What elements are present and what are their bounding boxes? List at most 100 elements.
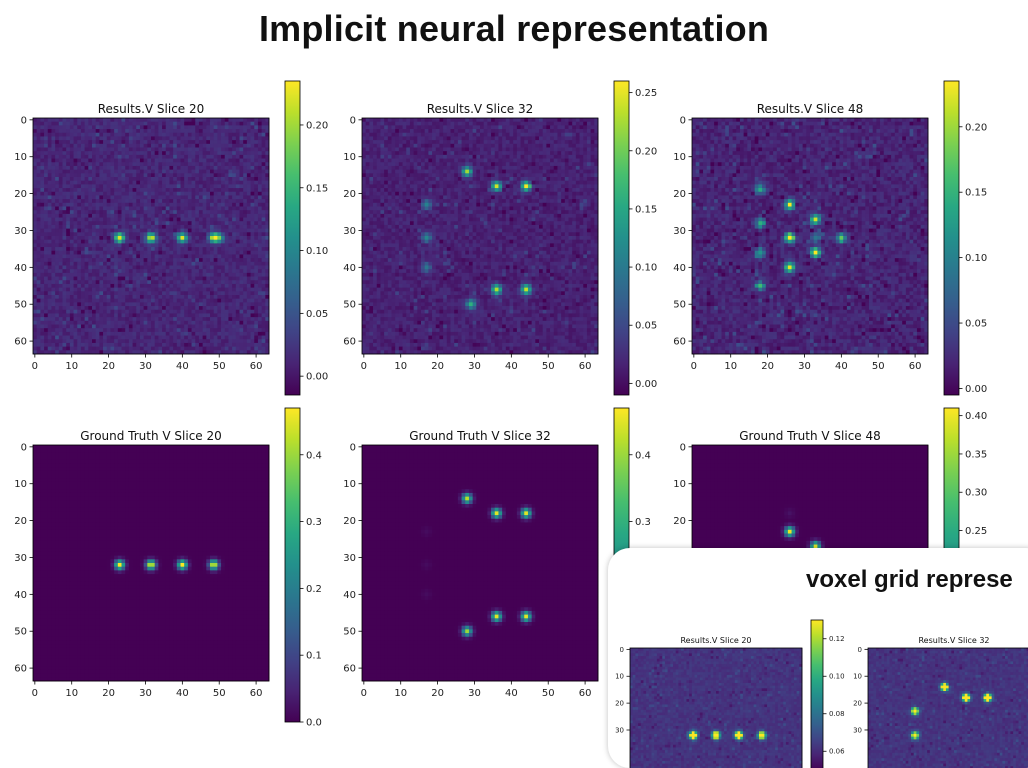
- heatmap-cell: [262, 144, 266, 148]
- heatmap-cell: [240, 184, 244, 188]
- heatmap-cell: [254, 218, 258, 222]
- heatmap-cell: [362, 151, 366, 155]
- heatmap-cell: [184, 328, 188, 332]
- heatmap-cell: [151, 269, 155, 273]
- heatmap-cell: [81, 188, 85, 192]
- heatmap-cell: [228, 254, 232, 258]
- heatmap-cell: [166, 273, 170, 277]
- heatmap-cell: [51, 262, 55, 266]
- heatmap-cell: [225, 277, 229, 281]
- heatmap-cell: [96, 269, 100, 273]
- heatmap-cell: [173, 273, 177, 277]
- heatmap-cell: [96, 262, 100, 266]
- heatmap-cell: [195, 266, 199, 270]
- heatmap-cell: [458, 144, 462, 148]
- heatmap-cell: [33, 273, 37, 277]
- heatmap-cell: [232, 339, 236, 343]
- heatmap-cell: [517, 122, 521, 126]
- heatmap-cell: [55, 151, 59, 155]
- heatmap-cell: [550, 159, 554, 163]
- heatmap-cell: [136, 140, 140, 144]
- heatmap-cell: [114, 148, 118, 152]
- heatmap-cell: [133, 273, 137, 277]
- heatmap-cell: [77, 151, 81, 155]
- heatmap-cell: [136, 218, 140, 222]
- heatmap-cell: [181, 262, 185, 266]
- heatmap-cell: [203, 291, 207, 295]
- heatmap-cell: [498, 122, 502, 126]
- heatmap-cell: [173, 258, 177, 262]
- heatmap-cell: [484, 155, 488, 159]
- heatmap-cell: [225, 144, 229, 148]
- heatmap-cell: [177, 347, 181, 351]
- heatmap-cell: [377, 148, 381, 152]
- heatmap-cell: [177, 325, 181, 329]
- heatmap-cell: [63, 218, 67, 222]
- heatmap-cell: [88, 232, 92, 236]
- heatmap-cell: [181, 240, 185, 244]
- heatmap-cell: [572, 129, 576, 133]
- heatmap-cell: [33, 162, 37, 166]
- heatmap-cell: [114, 188, 118, 192]
- heatmap-cell: [151, 184, 155, 188]
- heatmap-cell: [195, 144, 199, 148]
- heatmap-cell: [125, 240, 129, 244]
- heatmap-cell: [380, 162, 384, 166]
- heatmap-cell: [118, 317, 122, 321]
- heatmap-cell: [40, 199, 44, 203]
- heatmap-cell: [502, 140, 506, 144]
- heatmap-cell: [203, 273, 207, 277]
- heatmap-cell: [140, 243, 144, 247]
- heatmap-cell: [591, 122, 595, 126]
- heatmap-cell: [85, 299, 89, 303]
- heatmap-cell: [217, 273, 221, 277]
- heatmap-cell: [144, 140, 148, 144]
- heatmap-cell: [262, 347, 266, 351]
- heatmap-cell: [377, 155, 381, 159]
- heatmap-cell: [114, 347, 118, 351]
- heatmap-cell: [214, 218, 218, 222]
- heatmap-cell: [491, 125, 495, 129]
- heatmap-cell: [51, 214, 55, 218]
- heatmap-cell: [122, 221, 126, 225]
- heatmap-cell: [40, 162, 44, 166]
- heatmap-cell: [421, 122, 425, 126]
- heatmap-cell: [70, 325, 74, 329]
- heatmap-cell: [133, 266, 137, 270]
- heatmap-cell: [85, 306, 89, 310]
- heatmap-cell: [532, 122, 536, 126]
- heatmap-cell: [118, 133, 122, 137]
- heatmap-cell: [251, 170, 255, 174]
- heatmap-cell: [240, 291, 244, 295]
- heatmap-cell: [88, 181, 92, 185]
- heatmap-cell: [203, 218, 207, 222]
- heatmap-cell: [151, 129, 155, 133]
- heatmap-cell: [436, 136, 440, 140]
- heatmap-cell: [228, 336, 232, 340]
- heatmap-cell: [432, 148, 436, 152]
- heatmap-cell: [140, 151, 144, 155]
- heatmap-cell: [258, 325, 262, 329]
- heatmap-cell: [88, 118, 92, 122]
- heatmap-cell: [225, 218, 229, 222]
- heatmap-cell: [217, 136, 221, 140]
- colorbar-tick-label: 0.00: [306, 372, 328, 383]
- heatmap-cell: [484, 140, 488, 144]
- heatmap-cell: [114, 221, 118, 225]
- heatmap-cell: [491, 151, 495, 155]
- heatmap-cell: [107, 162, 111, 166]
- heatmap-cell: [173, 343, 177, 347]
- heatmap-cell: [188, 170, 192, 174]
- heatmap-cell: [447, 144, 451, 148]
- heatmap-cell: [103, 129, 107, 133]
- heatmap-cell: [85, 240, 89, 244]
- heatmap-cell: [133, 288, 137, 292]
- heatmap-cell: [557, 151, 561, 155]
- heatmap-cell: [133, 251, 137, 255]
- heatmap-cell: [92, 221, 96, 225]
- heatmap-cell: [406, 125, 410, 129]
- heatmap-cell: [243, 188, 247, 192]
- heatmap-cell: [188, 210, 192, 214]
- heatmap-cell: [96, 203, 100, 207]
- heatmap-cell: [258, 207, 262, 211]
